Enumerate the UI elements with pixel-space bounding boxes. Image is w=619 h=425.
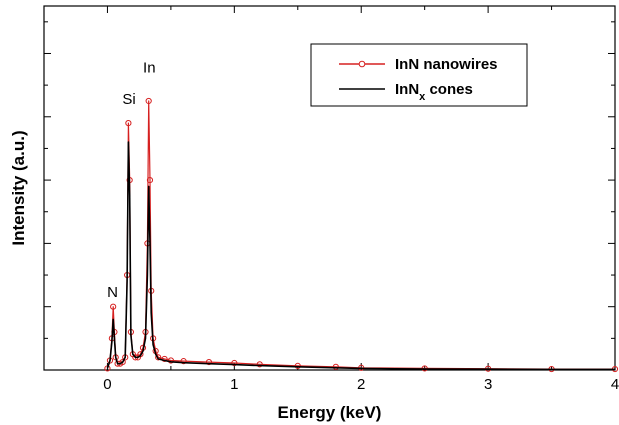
data-point-inn-nanowires — [110, 303, 117, 310]
data-point-inn-nanowires — [146, 176, 154, 184]
x-axis-title: Energy (keV) — [278, 403, 382, 422]
data-point-inn-nanowires — [205, 358, 213, 366]
series-line-inn-nanowires — [106, 100, 615, 370]
data-point-inn-nanowires — [231, 359, 238, 367]
data-point-inn-nanowires — [125, 120, 132, 127]
data-point-inn-nanowires — [145, 97, 152, 105]
data-point-inn-nanowires — [119, 358, 126, 366]
peak-label: Si — [122, 91, 135, 108]
plot-frame — [43, 5, 616, 371]
legend-subscript: x — [419, 91, 426, 103]
data-point-inn-nanowires — [180, 358, 187, 365]
data-point-inn-nanowires — [161, 355, 168, 363]
legend-marker-inn-nanowires — [358, 60, 366, 68]
legend-label-innx-cones: InNx cones — [395, 81, 473, 103]
data-point-inn-nanowires — [155, 354, 162, 361]
legend-suffix: cones — [425, 81, 473, 98]
data-point-inn-nanowires — [256, 361, 263, 368]
legend-label-inn-nanowires: InN nanowires — [395, 56, 498, 73]
data-point-inn-nanowires — [294, 362, 301, 369]
legend-box — [310, 43, 528, 107]
data-point-inn-nanowires — [332, 363, 339, 370]
peak-label: N — [107, 284, 118, 301]
x-tick-label: 2 — [357, 376, 365, 393]
x-tick-label: 3 — [484, 376, 492, 393]
series-line-innx-cones — [106, 141, 615, 371]
y-axis-title: Intensity (a.u.) — [9, 130, 28, 245]
legend: InN nanowires InNx cones — [310, 43, 528, 107]
x-tick-label: 1 — [230, 376, 238, 393]
data-point-inn-nanowires — [137, 351, 144, 358]
peak-annotations: N Si In — [107, 59, 155, 301]
x-tick-label: 4 — [611, 376, 619, 393]
peak-label: In — [143, 59, 156, 76]
x-tick-label: 0 — [103, 376, 111, 393]
plot-border — [43, 5, 616, 371]
series-layer — [104, 97, 619, 373]
